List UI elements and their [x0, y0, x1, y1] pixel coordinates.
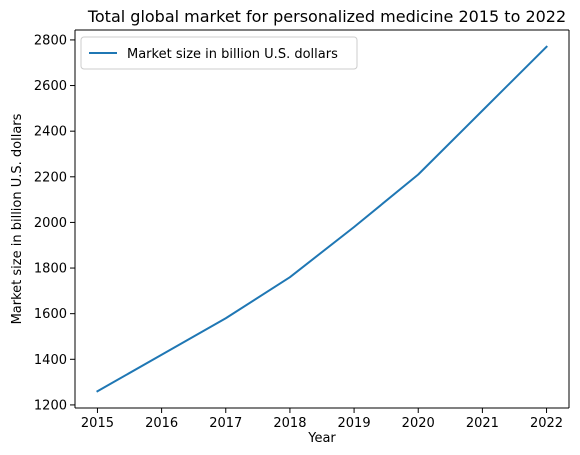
legend-label: Market size in billion U.S. dollars [127, 47, 338, 62]
x-tick-label: 2015 [81, 416, 114, 431]
x-axis-label: Year [307, 431, 336, 446]
x-tick-label: 2021 [466, 416, 499, 431]
plot-area [75, 30, 569, 408]
y-tick-label: 2800 [34, 33, 67, 48]
y-tick-label: 1800 [34, 262, 67, 277]
series-layer [96, 45, 548, 393]
x-tick-label: 2016 [145, 416, 178, 431]
y-tick-label: 1200 [34, 398, 67, 413]
series-line [96, 45, 548, 393]
y-tick-label: 1600 [34, 307, 67, 322]
x-tick-label: 2017 [209, 416, 242, 431]
y-tick-label: 2600 [34, 79, 67, 94]
x-tick-label: 2019 [338, 416, 371, 431]
y-tick-label: 2200 [34, 170, 67, 185]
y-axis-label: Market size in billion U.S. dollars [10, 113, 25, 324]
y-tick-label: 2000 [34, 216, 67, 231]
legend: Market size in billion U.S. dollars [80, 36, 358, 70]
x-tick-label: 2020 [402, 416, 435, 431]
x-axis-ticks: 2015 2016 2017 2018 2019 2020 2021 2022 [81, 408, 563, 431]
axes-layer [74, 29, 570, 409]
y-axis-ticks: 1200 1400 1600 1800 2000 2200 2400 2600 2800 [34, 33, 75, 413]
y-tick-label: 2400 [34, 125, 67, 140]
legend-box [80, 36, 358, 70]
x-tick-label: 2022 [530, 416, 563, 431]
x-tick-label: 2018 [273, 416, 306, 431]
y-tick-label: 1400 [34, 353, 67, 368]
chart-title: Total global market for personalized med… [87, 7, 566, 26]
